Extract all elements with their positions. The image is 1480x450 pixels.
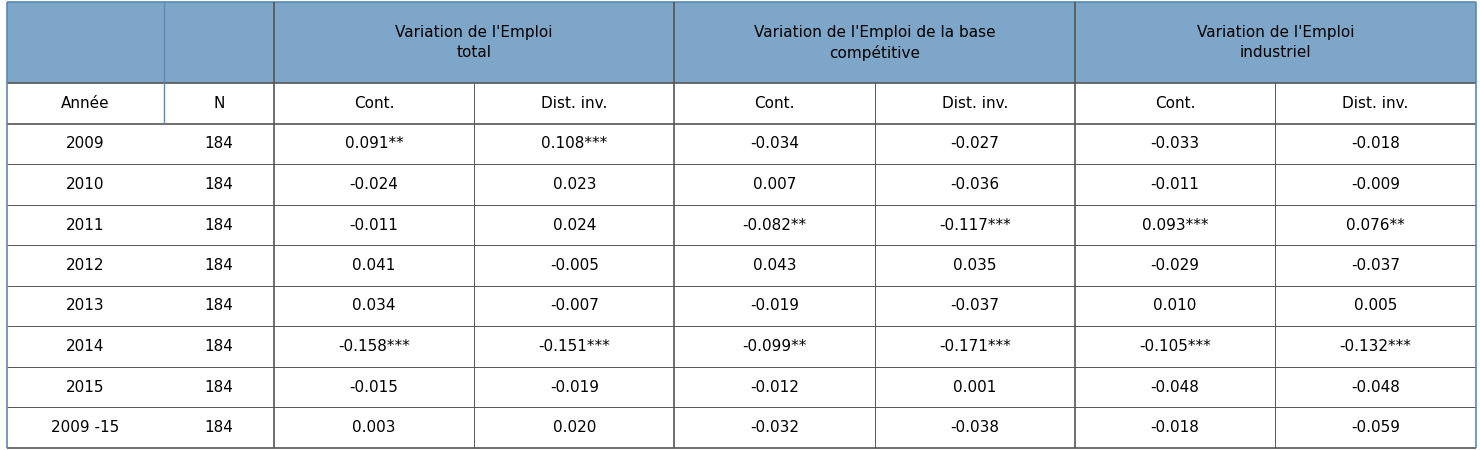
Text: 184: 184 <box>204 136 234 152</box>
Bar <box>7 407 1476 448</box>
Text: 0.023: 0.023 <box>552 177 596 192</box>
Text: 0.043: 0.043 <box>753 258 796 273</box>
Text: -0.059: -0.059 <box>1351 420 1400 435</box>
Text: 2009: 2009 <box>67 136 105 152</box>
Text: Cont.: Cont. <box>755 96 795 111</box>
Text: -0.034: -0.034 <box>750 136 799 152</box>
Text: 0.005: 0.005 <box>1354 298 1397 314</box>
Text: 2011: 2011 <box>67 217 105 233</box>
Text: Dist. inv.: Dist. inv. <box>1342 96 1409 111</box>
Text: -0.011: -0.011 <box>1151 177 1200 192</box>
Text: -0.029: -0.029 <box>1150 258 1200 273</box>
Text: -0.082**: -0.082** <box>743 217 807 233</box>
Text: -0.018: -0.018 <box>1151 420 1200 435</box>
Text: Variation de l'Emploi
industriel: Variation de l'Emploi industriel <box>1196 25 1354 60</box>
Text: 0.003: 0.003 <box>352 420 395 435</box>
Text: -0.019: -0.019 <box>549 379 599 395</box>
Text: 2015: 2015 <box>67 379 105 395</box>
Text: 2013: 2013 <box>67 298 105 314</box>
Text: -0.158***: -0.158*** <box>337 339 410 354</box>
Text: Cont.: Cont. <box>354 96 394 111</box>
Text: 0.108***: 0.108*** <box>542 136 607 152</box>
Text: -0.009: -0.009 <box>1351 177 1400 192</box>
Text: 2012: 2012 <box>67 258 105 273</box>
Text: Cont.: Cont. <box>1154 96 1196 111</box>
Text: 184: 184 <box>204 217 234 233</box>
Bar <box>7 83 1476 124</box>
Text: Année: Année <box>61 96 110 111</box>
Text: 2009 -15: 2009 -15 <box>52 420 120 435</box>
Text: -0.036: -0.036 <box>950 177 999 192</box>
Text: -0.105***: -0.105*** <box>1140 339 1211 354</box>
Text: -0.037: -0.037 <box>950 298 999 314</box>
Text: -0.012: -0.012 <box>750 379 799 395</box>
Bar <box>7 367 1476 407</box>
Bar <box>7 124 1476 164</box>
Text: 184: 184 <box>204 420 234 435</box>
Text: 184: 184 <box>204 177 234 192</box>
Text: -0.037: -0.037 <box>1351 258 1400 273</box>
Text: -0.151***: -0.151*** <box>539 339 610 354</box>
Text: -0.018: -0.018 <box>1351 136 1400 152</box>
Bar <box>7 2 1476 83</box>
Text: 0.010: 0.010 <box>1153 298 1197 314</box>
Text: Dist. inv.: Dist. inv. <box>542 96 607 111</box>
Text: 184: 184 <box>204 298 234 314</box>
Text: -0.132***: -0.132*** <box>1339 339 1412 354</box>
Bar <box>7 164 1476 205</box>
Text: 0.093***: 0.093*** <box>1143 217 1208 233</box>
Text: 184: 184 <box>204 339 234 354</box>
Text: -0.011: -0.011 <box>349 217 398 233</box>
Text: -0.048: -0.048 <box>1151 379 1200 395</box>
Text: -0.117***: -0.117*** <box>938 217 1011 233</box>
Text: 0.001: 0.001 <box>953 379 996 395</box>
Text: -0.099**: -0.099** <box>743 339 807 354</box>
Text: 0.020: 0.020 <box>552 420 596 435</box>
Bar <box>7 245 1476 286</box>
Text: -0.007: -0.007 <box>551 298 599 314</box>
Text: 0.034: 0.034 <box>352 298 395 314</box>
Text: 0.041: 0.041 <box>352 258 395 273</box>
Text: 0.007: 0.007 <box>753 177 796 192</box>
Text: 2010: 2010 <box>67 177 105 192</box>
Text: 0.091**: 0.091** <box>345 136 404 152</box>
Bar <box>7 205 1476 245</box>
Text: -0.005: -0.005 <box>551 258 599 273</box>
Text: -0.038: -0.038 <box>950 420 999 435</box>
Text: 0.024: 0.024 <box>552 217 596 233</box>
Text: Variation de l'Emploi
total: Variation de l'Emploi total <box>395 25 554 60</box>
Text: 0.076**: 0.076** <box>1345 217 1405 233</box>
Text: -0.027: -0.027 <box>950 136 999 152</box>
Text: -0.019: -0.019 <box>750 298 799 314</box>
Text: 184: 184 <box>204 258 234 273</box>
Text: Variation de l'Emploi de la base
compétitive: Variation de l'Emploi de la base compéti… <box>753 25 996 61</box>
Text: 0.035: 0.035 <box>953 258 996 273</box>
Text: Dist. inv.: Dist. inv. <box>941 96 1008 111</box>
Text: -0.032: -0.032 <box>750 420 799 435</box>
Bar <box>7 286 1476 326</box>
Bar <box>7 326 1476 367</box>
Text: -0.015: -0.015 <box>349 379 398 395</box>
Text: -0.024: -0.024 <box>349 177 398 192</box>
Text: N: N <box>213 96 225 111</box>
Text: 2014: 2014 <box>67 339 105 354</box>
Text: -0.048: -0.048 <box>1351 379 1400 395</box>
Text: 184: 184 <box>204 379 234 395</box>
Text: -0.033: -0.033 <box>1150 136 1200 152</box>
Text: -0.171***: -0.171*** <box>938 339 1011 354</box>
